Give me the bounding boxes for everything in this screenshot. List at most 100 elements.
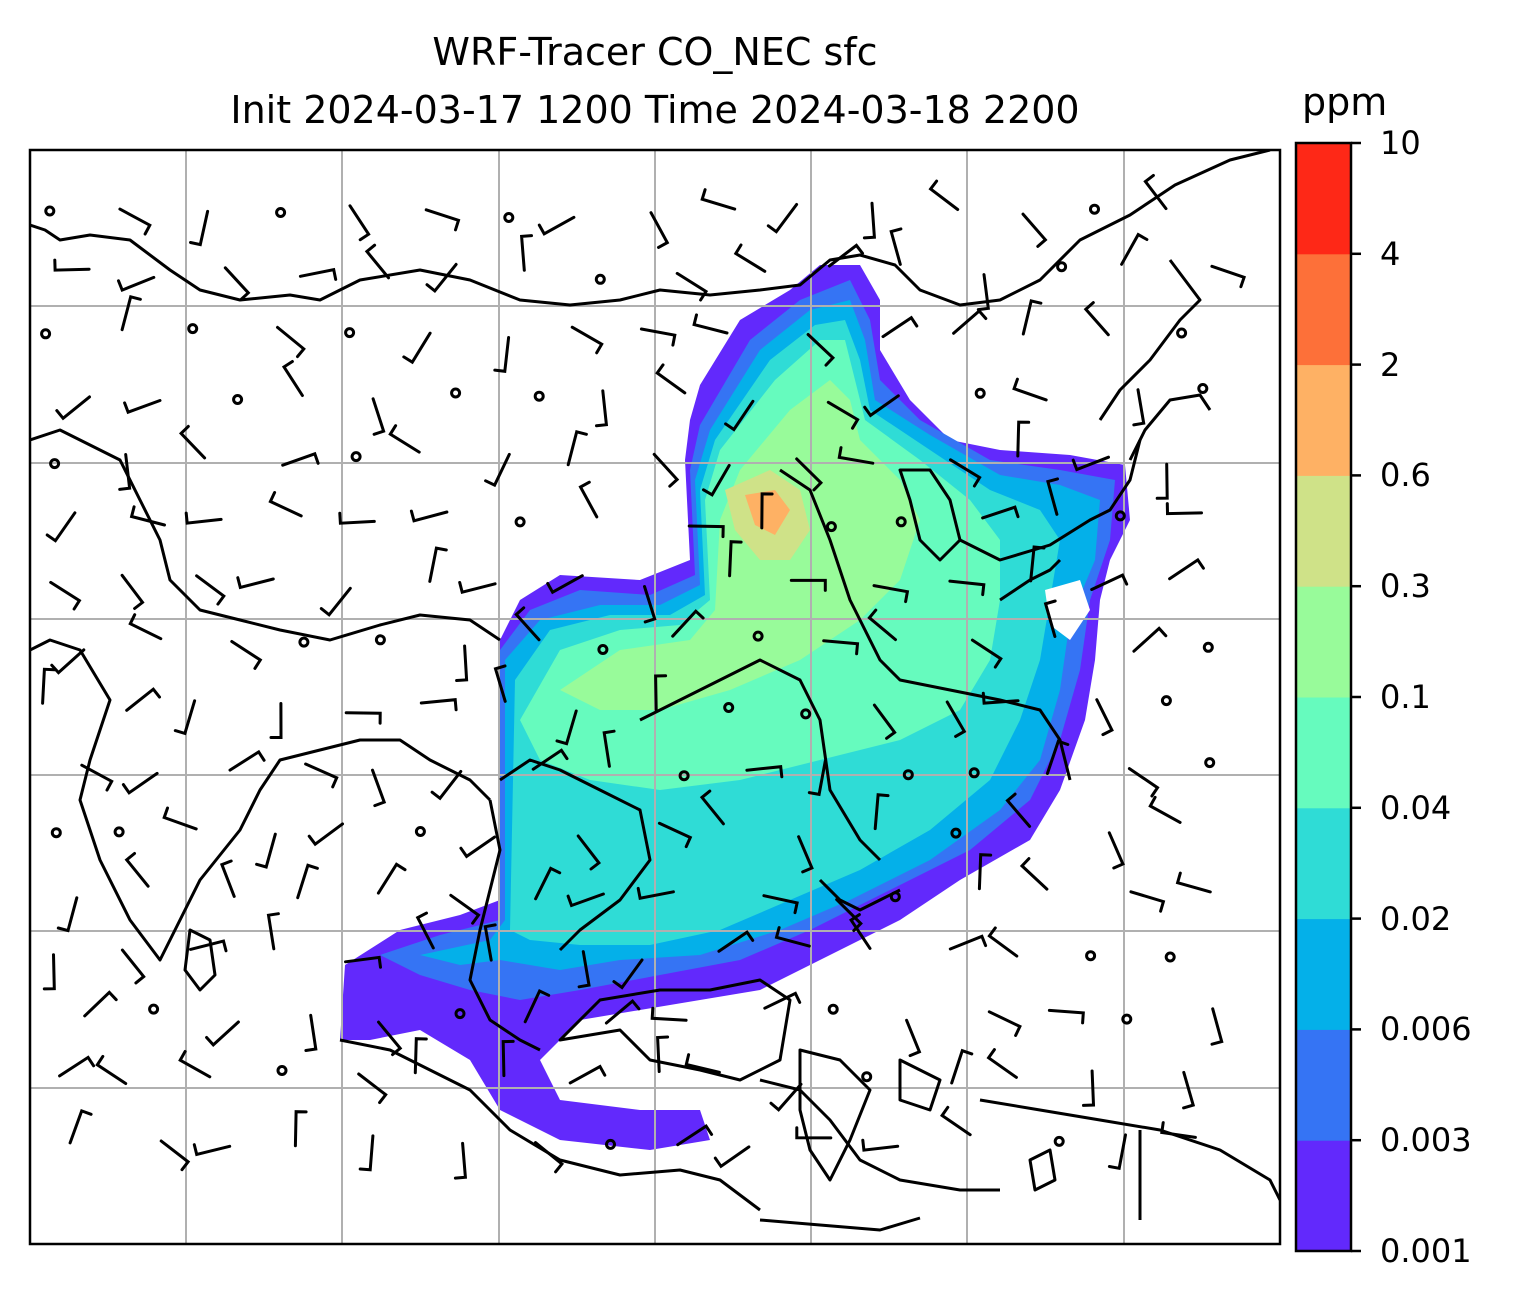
wind-barb: [713, 1145, 751, 1169]
wind-barb: [795, 457, 824, 492]
wind-barb: [205, 1020, 240, 1048]
wind-barb: [762, 894, 799, 915]
wind-barb: [1012, 377, 1048, 402]
colorbar-tick-label: 4: [1380, 234, 1401, 273]
colorbar-tick-label: 10: [1380, 124, 1421, 162]
colorbar-tick-label: 0.04: [1380, 788, 1452, 827]
wind-barb: [189, 939, 228, 953]
wind-barb: [576, 834, 602, 871]
wind-barb: [950, 1048, 974, 1085]
wind-barb: [687, 524, 725, 539]
wind-barb: [1165, 502, 1203, 516]
calm-wind-circle: [1089, 203, 1100, 215]
calm-wind-circle: [752, 630, 764, 642]
wind-barb: [53, 258, 91, 272]
wind-barb: [1082, 1069, 1096, 1107]
wind-barb: [424, 208, 461, 232]
wind-barb: [675, 271, 709, 302]
wind-barb: [344, 955, 382, 969]
wind-barb: [1095, 698, 1114, 737]
wind-barb: [873, 793, 890, 831]
wind-barb: [1090, 573, 1129, 591]
wind-barb: [976, 273, 990, 312]
wind-barb: [986, 1048, 1018, 1079]
wind-barb: [940, 1105, 972, 1137]
wind-barb: [298, 267, 338, 281]
wind-barb: [1043, 599, 1057, 638]
wind-barb: [717, 930, 755, 953]
calm-wind-circle: [232, 394, 244, 405]
wind-barb: [928, 179, 960, 211]
wind-barb: [1107, 831, 1125, 870]
wind-barb: [173, 699, 197, 736]
wind-barb: [519, 234, 533, 272]
wind-barb: [1160, 1121, 1197, 1139]
calm-wind-circle: [514, 516, 526, 528]
wind-barb: [578, 480, 599, 519]
wind-barb: [236, 576, 275, 590]
wind-barb: [774, 926, 811, 948]
wind-barb: [872, 584, 910, 604]
wind-barb: [1182, 1070, 1196, 1110]
wind-barb: [189, 209, 210, 247]
calm-wind-circle: [800, 708, 812, 720]
calm-wind-circle: [1197, 383, 1209, 394]
wind-barb: [531, 748, 569, 771]
wind-barb: [639, 327, 677, 347]
wind-barb: [402, 331, 432, 365]
calm-wind-circle: [49, 458, 61, 470]
wind-barb: [162, 806, 198, 831]
wind-barb: [948, 579, 986, 597]
calm-wind-circle: [1085, 950, 1097, 962]
wind-barb: [905, 1018, 922, 1058]
wind-barb: [371, 397, 386, 436]
wind-barb: [1071, 455, 1110, 472]
wind-barb: [120, 294, 142, 332]
wind-barb: [68, 1108, 93, 1145]
wind-barb: [514, 606, 541, 642]
calm-wind-circle: [454, 1008, 466, 1020]
calm-wind-circle: [889, 891, 901, 903]
wind-barb: [568, 1064, 607, 1085]
calm-wind-circle: [276, 1065, 288, 1076]
wind-barb: [537, 215, 576, 236]
wind-barb: [872, 703, 897, 740]
wind-barb: [348, 204, 371, 242]
wind-barb: [948, 934, 988, 951]
calm-wind-circle: [503, 212, 515, 223]
wind-barb: [455, 644, 469, 682]
wind-barb: [276, 325, 306, 359]
wind-barb: [41, 667, 56, 705]
calm-wind-circle: [895, 516, 907, 528]
wind-barb: [304, 762, 339, 789]
wind-barb: [195, 574, 226, 606]
wind-barb: [425, 262, 458, 294]
wind-barb: [376, 862, 407, 895]
wind-barb: [849, 913, 872, 950]
wind-barb: [861, 1138, 900, 1152]
wind-barb: [863, 394, 900, 418]
wind-barb: [733, 243, 767, 273]
wind-barb: [724, 399, 755, 432]
colorbar-block: [1296, 364, 1351, 476]
wind-barb: [862, 201, 877, 240]
wind-barb: [699, 789, 725, 826]
wind-barb: [1175, 871, 1212, 894]
wind-barb: [970, 638, 1003, 669]
colorbar-block: [1296, 475, 1351, 587]
wind-barb: [881, 315, 919, 339]
calm-wind-circle: [1164, 951, 1176, 963]
calm-wind-circle: [1056, 261, 1068, 273]
wind-barb: [50, 648, 86, 675]
wind-barb: [338, 511, 376, 525]
wind-barb: [493, 336, 511, 373]
wind-barb: [602, 729, 616, 768]
colorbar-tick-label: 0.6: [1380, 456, 1431, 495]
colorbar-block: [1296, 918, 1351, 1030]
calm-wind-circle: [594, 273, 606, 285]
wind-barb: [1155, 462, 1169, 500]
calm-wind-circle: [1160, 695, 1172, 707]
calm-wind-circle: [350, 451, 362, 463]
calm-wind-circle: [825, 521, 837, 533]
wind-barb: [643, 585, 657, 624]
